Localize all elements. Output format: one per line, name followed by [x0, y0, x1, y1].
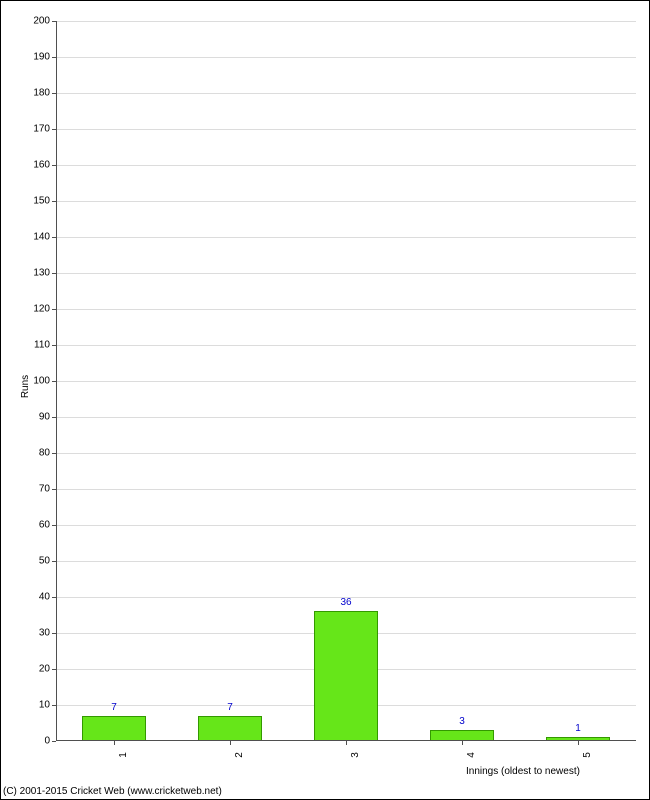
y-tick-mark [52, 741, 56, 742]
x-tick-label: 5 [578, 752, 593, 758]
x-tick-mark [230, 741, 231, 745]
gridline [56, 453, 636, 454]
x-tick-label: 1 [114, 752, 129, 758]
gridline [56, 165, 636, 166]
gridline [56, 381, 636, 382]
gridline [56, 237, 636, 238]
gridline [56, 345, 636, 346]
gridline [56, 561, 636, 562]
x-tick-label: 2 [230, 752, 245, 758]
bar [198, 716, 262, 741]
x-axis-line [56, 740, 636, 741]
x-tick-label: 4 [462, 752, 477, 758]
x-axis-label: Innings (oldest to newest) [466, 766, 580, 777]
gridline [56, 21, 636, 22]
bar-value-label: 7 [111, 702, 117, 713]
x-tick-mark [578, 741, 579, 745]
plot-area: 0102030405060708090100110120130140150160… [56, 21, 636, 741]
x-tick-label: 3 [346, 752, 361, 758]
gridline [56, 525, 636, 526]
gridline [56, 201, 636, 202]
gridline [56, 93, 636, 94]
gridline [56, 489, 636, 490]
x-tick-mark [462, 741, 463, 745]
gridline [56, 57, 636, 58]
bar-value-label: 3 [459, 716, 465, 727]
gridline [56, 273, 636, 274]
chart-frame: 0102030405060708090100110120130140150160… [0, 0, 650, 800]
bar-value-label: 1 [575, 723, 581, 734]
copyright-footer: (C) 2001-2015 Cricket Web (www.cricketwe… [3, 786, 222, 797]
gridline [56, 417, 636, 418]
bar-value-label: 36 [340, 597, 351, 608]
x-tick-mark [346, 741, 347, 745]
gridline [56, 129, 636, 130]
bar [314, 611, 378, 741]
bar-value-label: 7 [227, 702, 233, 713]
y-axis-label: Runs [20, 375, 31, 398]
gridline [56, 309, 636, 310]
y-axis-line [56, 21, 57, 741]
bar [82, 716, 146, 741]
x-tick-mark [114, 741, 115, 745]
